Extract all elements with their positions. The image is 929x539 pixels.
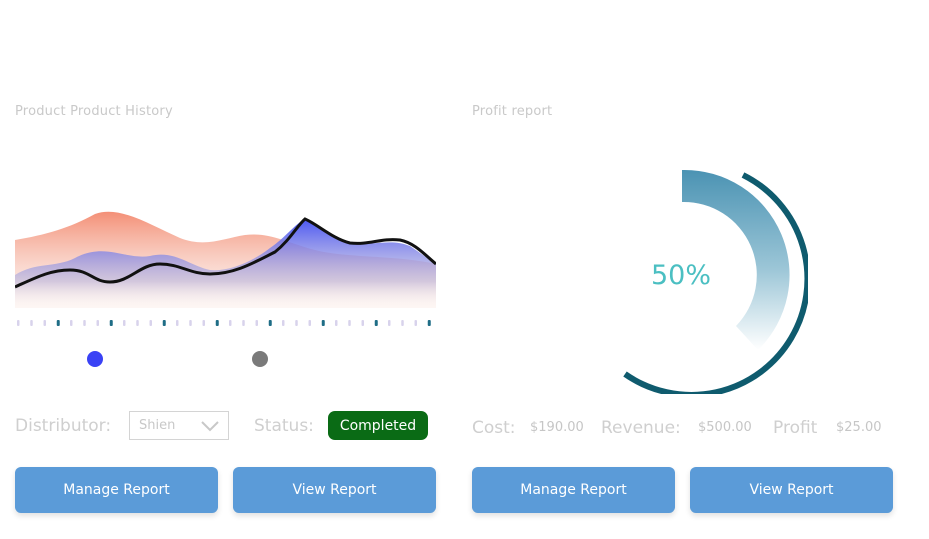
percent-label: 50% <box>651 260 712 291</box>
x-tick <box>242 320 245 326</box>
x-tick <box>202 320 205 326</box>
x-tick <box>123 320 126 326</box>
cost-value: $190.00 <box>530 420 584 435</box>
series-line <box>15 217 436 289</box>
x-tick <box>282 320 285 326</box>
blue-area <box>15 219 436 308</box>
x-tick <box>414 320 417 326</box>
cost-label: Cost: <box>472 418 516 438</box>
status-badge: Completed <box>328 411 428 440</box>
x-tick <box>30 320 33 326</box>
x-axis-ticks <box>17 320 431 326</box>
x-tick <box>229 320 232 326</box>
x-tick <box>335 320 338 326</box>
x-tick <box>401 320 404 326</box>
status-label: Status: <box>254 416 314 436</box>
x-tick <box>388 320 391 326</box>
distributor-value: Shien <box>139 418 176 433</box>
donut-chart <box>623 169 808 394</box>
view-report-button-right[interactable]: View Report <box>690 467 893 513</box>
x-tick <box>83 320 86 326</box>
profit-report-title: Profit report <box>472 104 553 119</box>
x-tick <box>43 320 46 326</box>
x-tick <box>149 320 152 326</box>
revenue-label: Revenue: <box>601 418 681 438</box>
x-tick <box>162 320 166 326</box>
x-tick <box>361 320 364 326</box>
x-tick <box>70 320 73 326</box>
x-tick <box>96 320 99 326</box>
x-tick <box>348 320 351 326</box>
chart-title: Product Product History <box>15 104 173 119</box>
x-tick <box>321 320 325 326</box>
profit-label: Profit <box>773 418 818 438</box>
outer-ring-arc <box>623 172 808 394</box>
progress-arc <box>682 169 790 350</box>
revenue-value: $500.00 <box>698 420 752 435</box>
x-tick <box>427 320 431 326</box>
manage-report-button[interactable]: Manage Report <box>15 467 218 513</box>
x-tick <box>109 320 113 326</box>
x-tick <box>136 320 139 326</box>
distributor-label: Distributor: <box>15 416 112 436</box>
x-tick <box>255 320 258 326</box>
x-tick <box>189 320 192 326</box>
x-tick <box>295 320 298 326</box>
profit-value: $25.00 <box>836 420 882 435</box>
legend-gray-dot-icon[interactable] <box>252 351 268 367</box>
x-tick <box>215 320 219 326</box>
x-tick <box>17 320 20 326</box>
area-chart <box>15 211 436 308</box>
x-tick <box>176 320 179 326</box>
manage-report-button-right[interactable]: Manage Report <box>472 467 675 513</box>
legend-blue-dot-icon[interactable] <box>87 351 103 367</box>
view-report-button[interactable]: View Report <box>233 467 436 513</box>
x-tick <box>268 320 272 326</box>
distributor-select[interactable]: Shien <box>129 411 229 440</box>
x-tick <box>374 320 378 326</box>
chevron-down-icon <box>201 421 219 432</box>
x-tick <box>308 320 311 326</box>
x-tick <box>56 320 60 326</box>
